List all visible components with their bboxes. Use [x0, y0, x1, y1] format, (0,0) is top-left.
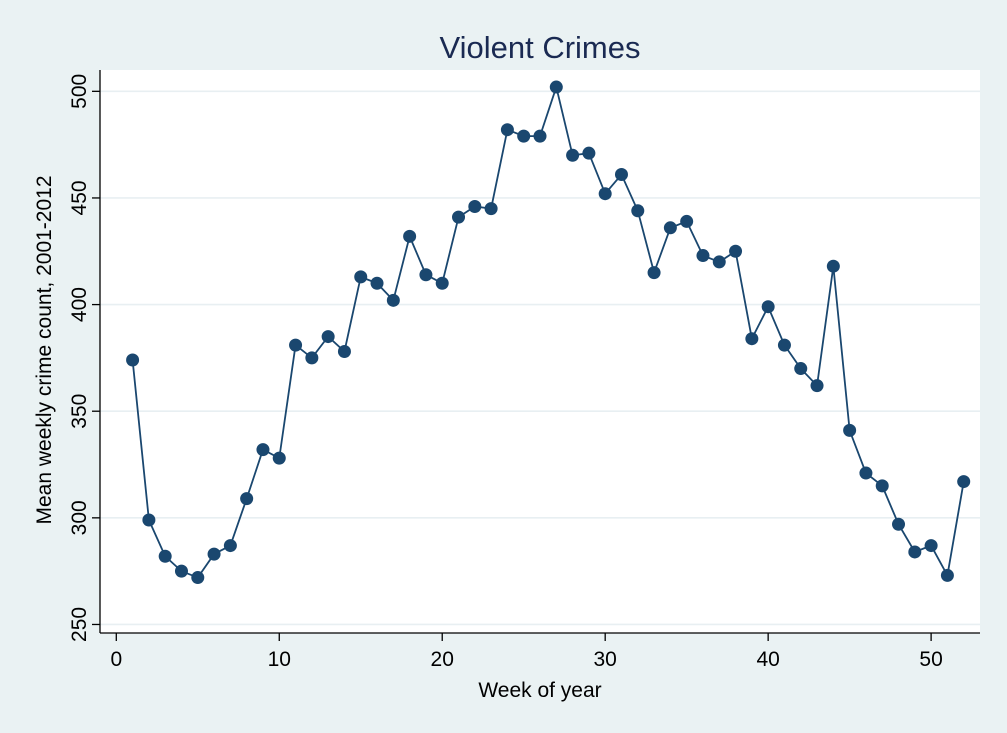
data-point [614, 167, 628, 181]
data-point [207, 547, 221, 561]
y-tick-label: 500 [68, 74, 91, 109]
data-point [598, 187, 612, 201]
data-point [484, 202, 498, 216]
data-point [370, 276, 384, 290]
gridlines [100, 90, 980, 626]
x-axis-title: Week of year [478, 679, 601, 702]
data-point [386, 293, 400, 307]
y-tick-label: 450 [68, 180, 91, 215]
data-point [337, 345, 351, 358]
data-point [859, 466, 873, 480]
data-point [810, 379, 824, 393]
y-tick-label: 350 [68, 394, 91, 429]
data-point [794, 362, 808, 376]
data-point [777, 338, 791, 352]
data-point [403, 229, 417, 243]
data-point [435, 276, 449, 290]
data-point [452, 210, 466, 224]
data-point [631, 204, 645, 218]
axis-ticks: 250 300 350 400 450 500 0 10 20 30 40 50 [68, 74, 943, 671]
data-point [289, 338, 303, 352]
data-point [419, 268, 433, 282]
series-line [131, 83, 965, 579]
data-point [745, 332, 759, 346]
data-point [223, 539, 237, 553]
data-point [533, 129, 547, 143]
data-point [696, 249, 710, 263]
x-tick-label: 50 [919, 648, 942, 671]
data-point [680, 214, 694, 228]
x-tick-label: 0 [110, 648, 122, 671]
x-tick-label: 10 [268, 648, 291, 671]
x-tick-label: 40 [756, 648, 779, 671]
data-point [908, 545, 922, 559]
data-point [240, 492, 254, 506]
data-point [549, 80, 563, 94]
y-tick-label: 300 [68, 500, 91, 535]
data-point [729, 244, 743, 258]
data-point [712, 255, 726, 269]
y-axis-title: Mean weekly crime count, 2001-2012 [33, 175, 56, 524]
data-point [468, 199, 482, 213]
y-tick-label: 400 [68, 287, 91, 322]
data-point [892, 517, 906, 531]
x-tick-label: 20 [431, 648, 454, 671]
data-point [142, 513, 156, 527]
y-tick-label: 250 [68, 607, 91, 642]
data-point [174, 564, 188, 578]
data-point [761, 300, 775, 314]
data-point [321, 330, 335, 344]
data-point [256, 443, 270, 457]
data-point [191, 571, 205, 585]
plot-area [100, 70, 980, 633]
data-point [663, 221, 677, 235]
data-point [566, 148, 580, 162]
data-point [517, 129, 531, 143]
data-point [875, 479, 889, 493]
data-point [940, 568, 954, 582]
data-point [354, 270, 368, 284]
chart-title: Violent Crimes [439, 30, 640, 65]
data-point [957, 475, 971, 489]
series [126, 80, 971, 585]
data-point [924, 539, 938, 553]
data-point [305, 351, 319, 365]
data-point [272, 451, 286, 465]
data-point [126, 353, 140, 367]
data-point [843, 423, 857, 437]
data-point [582, 146, 596, 160]
x-tick-label: 30 [594, 648, 617, 671]
data-point [500, 123, 514, 137]
data-point [826, 259, 840, 273]
data-point [647, 266, 661, 280]
data-point [158, 549, 172, 563]
